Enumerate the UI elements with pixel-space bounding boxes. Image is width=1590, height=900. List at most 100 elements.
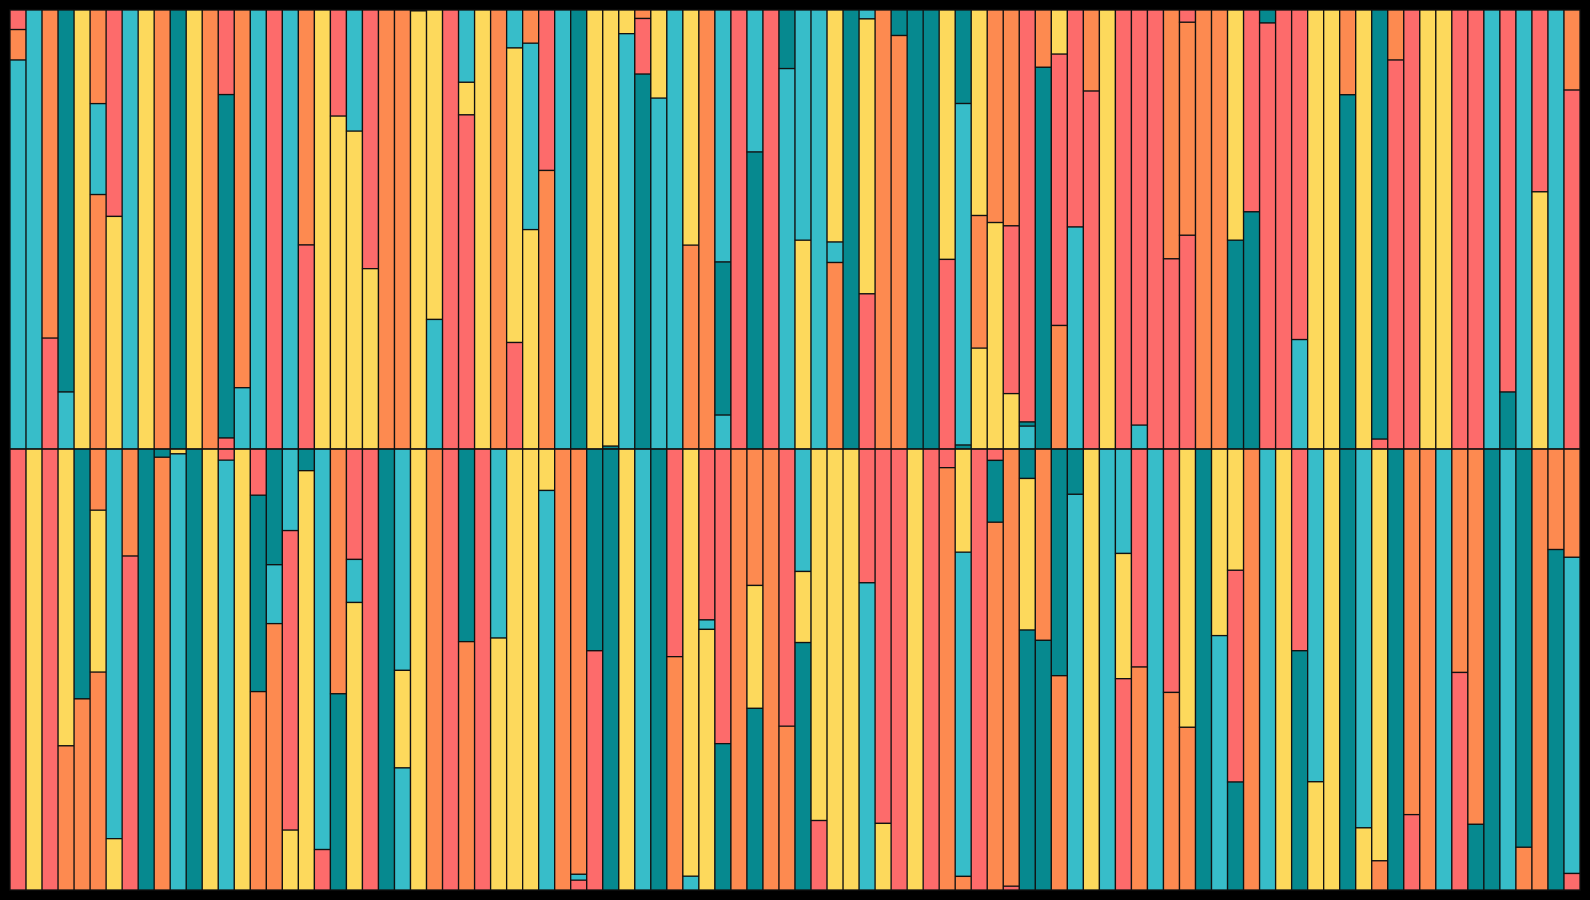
strip-segment <box>89 509 107 673</box>
strip-segment <box>954 102 972 446</box>
strip-segment <box>1178 726 1197 891</box>
strip-segment <box>890 448 908 891</box>
strip-segment <box>297 9 316 246</box>
strip-segment <box>858 293 876 450</box>
strip-segment <box>970 347 988 450</box>
strip-segment <box>954 551 972 878</box>
strip-segment <box>345 601 364 891</box>
strip-segment <box>1515 448 1533 848</box>
strip-segment <box>1563 9 1581 91</box>
strip-segment <box>970 214 988 349</box>
strip-segment <box>265 622 283 891</box>
strip-segment <box>505 9 524 49</box>
strip-segment <box>409 10 428 450</box>
strip-segment <box>1226 448 1245 571</box>
strip-segment <box>1050 448 1068 677</box>
strip-segment <box>874 448 892 825</box>
strip-segment <box>1082 9 1101 92</box>
strip-segment <box>1066 226 1085 450</box>
strip-segment <box>441 9 460 450</box>
strip-segment <box>538 9 556 172</box>
strip-segment <box>313 448 332 851</box>
strip-segment <box>1226 239 1245 450</box>
strip-segment <box>714 742 732 891</box>
strip-segment <box>265 448 283 566</box>
strip-segment <box>393 669 412 769</box>
strip-segment <box>666 9 684 450</box>
strip-segment <box>89 102 107 196</box>
strip-segment <box>1339 9 1357 96</box>
strip-segment <box>425 448 444 891</box>
strip-segment <box>666 448 684 658</box>
strip-segment <box>457 640 476 891</box>
strip-segment <box>1290 650 1309 891</box>
strip-segment <box>393 448 412 671</box>
strip-segment <box>153 456 171 891</box>
strip-segment <box>1371 860 1389 891</box>
strip-segment <box>9 28 27 61</box>
strip-segment <box>1178 234 1197 450</box>
strip-segment <box>217 448 235 461</box>
strip-segment <box>810 9 828 450</box>
strip-segment <box>1355 827 1373 891</box>
strip-segment <box>522 448 540 891</box>
strip-segment <box>970 448 988 891</box>
strip-segment <box>714 9 732 263</box>
strip-segment <box>1307 781 1325 891</box>
strip-segment <box>489 448 508 639</box>
strip-segment <box>730 448 748 891</box>
strip-segment <box>1034 66 1052 450</box>
strip-segment <box>1499 391 1517 450</box>
strip-segment <box>473 448 492 891</box>
strip-segment <box>281 529 300 831</box>
strip-segment <box>906 9 924 450</box>
strip-segment <box>666 656 684 891</box>
strip-segment <box>538 169 556 450</box>
strip-segment <box>57 391 75 450</box>
strip-segment <box>1451 448 1469 674</box>
strip-segment <box>1002 448 1020 887</box>
strip-segment <box>361 268 380 450</box>
strip-segment <box>297 448 316 472</box>
strip-segment <box>201 9 219 450</box>
strip-segment <box>650 9 668 99</box>
strip-segment <box>954 9 972 105</box>
strip-segment <box>1018 425 1036 450</box>
strip-segment <box>361 9 380 270</box>
strip-segment <box>1403 813 1421 891</box>
strip-segment <box>746 9 764 153</box>
strip-segment <box>554 9 572 450</box>
strip-segment <box>1499 448 1517 891</box>
strip-segment <box>714 414 732 450</box>
strip-segment <box>1226 569 1245 783</box>
strip-segment <box>249 448 267 496</box>
strip-segment <box>1018 448 1036 480</box>
strip-segment <box>1419 448 1437 891</box>
strip-segment <box>858 9 876 20</box>
strip-segment <box>73 448 91 700</box>
strip-segment <box>281 9 300 450</box>
strip-segment <box>730 9 748 450</box>
strip-segment <box>938 258 956 450</box>
strip-segment <box>345 9 364 132</box>
strip-segment <box>746 151 764 450</box>
strip-segment <box>1002 9 1020 227</box>
strip-segment <box>602 448 620 891</box>
strip-segment <box>1098 448 1117 891</box>
strip-segment <box>778 9 796 70</box>
strip-segment <box>1082 448 1101 891</box>
strip-segment <box>1114 678 1133 891</box>
strip-segment <box>778 67 796 450</box>
strip-segment <box>1563 556 1581 875</box>
strip-segment <box>954 875 972 891</box>
strip-segment <box>89 448 107 511</box>
strip-segment <box>9 59 27 450</box>
strip-segment <box>1355 448 1373 829</box>
strip-segment <box>570 873 588 881</box>
strip-segment <box>922 448 940 891</box>
strip-segment <box>858 582 876 891</box>
strip-segment <box>457 448 476 643</box>
strip-segment <box>425 9 444 321</box>
strip-segment <box>986 221 1004 450</box>
strip-segment <box>281 448 300 532</box>
